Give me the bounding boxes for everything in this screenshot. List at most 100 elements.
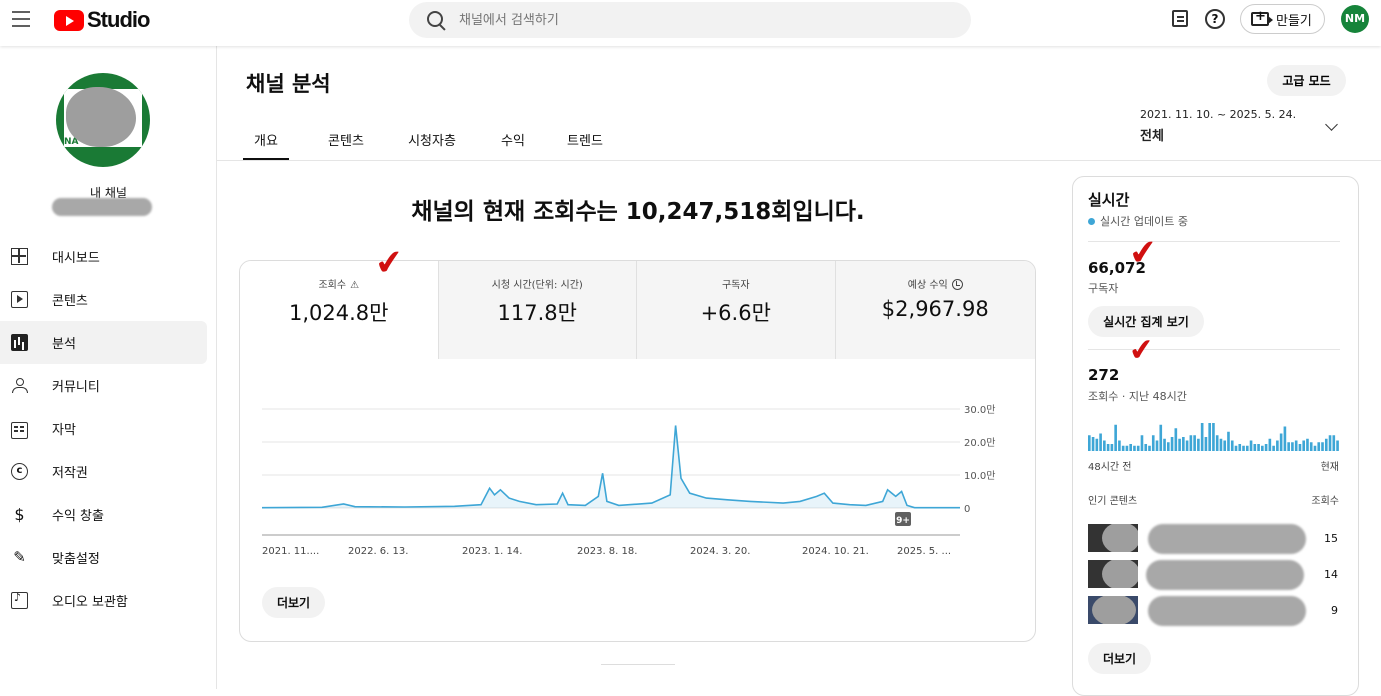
customization-icon: ✎: [13, 548, 26, 566]
realtime-bar: [1309, 442, 1313, 451]
realtime-bar: [1155, 440, 1159, 451]
sidebar: NA 내 채널 대시보드 콘텐츠 분석 커뮤니티 자막 c 저작권 $: [0, 46, 217, 689]
tab-trends[interactable]: 트렌드: [567, 134, 603, 149]
sidebar-item-label: 수익 창출: [52, 509, 104, 524]
chart-more-button[interactable]: 더보기: [262, 587, 325, 618]
realtime-views: 272: [1088, 366, 1120, 384]
sidebar-item-audio-library[interactable]: 오디오 보관함: [0, 579, 207, 622]
y-tick-label: 10.0만: [964, 470, 995, 482]
realtime-title: 실시간: [1088, 191, 1130, 209]
popular-content-row[interactable]: 14: [1088, 560, 1340, 590]
realtime-bar: [1185, 440, 1189, 451]
sidebar-item-analytics[interactable]: 분석: [0, 321, 207, 364]
tab-revenue[interactable]: 수익: [501, 134, 525, 149]
realtime-bar: [1302, 440, 1306, 451]
create-button[interactable]: 만들기: [1240, 4, 1325, 34]
popular-content-row[interactable]: 9: [1088, 596, 1340, 626]
realtime-bar: [1148, 445, 1151, 451]
account-avatar[interactable]: NM: [1341, 5, 1369, 33]
tabs-divider: [217, 160, 1381, 161]
x-tick-label: 2024. 3. 20.: [690, 546, 750, 557]
popular-views-label: 조회수: [1311, 496, 1339, 507]
advanced-mode-button[interactable]: 고급 모드: [1267, 65, 1346, 96]
overview-chart-card: 조회수 ⚠ 1,024.8만 시청 시간(단위: 시간) 117.8만 구독자 +…: [239, 260, 1036, 642]
realtime-bar: [1136, 445, 1140, 451]
scroll-indicator: [601, 664, 675, 665]
realtime-bar: [1219, 438, 1223, 451]
sidebar-item-label: 분석: [52, 337, 76, 352]
realtime-bar: [1294, 440, 1298, 451]
realtime-bar: [1208, 423, 1211, 451]
realtime-more-button[interactable]: 더보기: [1088, 643, 1151, 674]
menu-icon[interactable]: [12, 11, 30, 27]
metric-value: $2,967.98: [881, 297, 989, 321]
metric-label: 예상 수익: [907, 280, 948, 291]
sidebar-item-copyright[interactable]: c 저작권: [0, 450, 207, 493]
realtime-bar: [1215, 435, 1219, 451]
video-thumbnail: [1088, 596, 1138, 624]
divider: [1088, 241, 1340, 242]
main-content: 채널 분석 고급 모드 개요 콘텐츠 시청자층 수익 트렌드 2021. 11.…: [217, 46, 1381, 696]
tab-overview[interactable]: 개요: [243, 118, 289, 160]
realtime-bar: [1110, 444, 1114, 451]
dashboard-icon: [11, 248, 28, 265]
help-icon[interactable]: ?: [1205, 9, 1225, 29]
search-icon[interactable]: [415, 2, 455, 38]
realtime-bar: [1118, 440, 1121, 451]
realtime-bar: [1245, 445, 1249, 451]
sidebar-item-content[interactable]: 콘텐츠: [0, 278, 207, 321]
date-range-picker[interactable]: 2021. 11. 10. ~ 2025. 5. 24. 전체: [1140, 108, 1296, 144]
video-title-redacted: [1148, 596, 1306, 626]
realtime-bar: [1151, 435, 1155, 451]
x-tick-label: 2024. 10. 21.: [802, 546, 869, 557]
realtime-bar: [1336, 440, 1339, 451]
chevron-down-icon[interactable]: [1325, 118, 1338, 131]
community-icon: [11, 377, 28, 394]
realtime-bar: [1313, 445, 1317, 451]
realtime-bar: [1287, 442, 1290, 451]
realtime-bar: [1332, 435, 1336, 451]
top-bar: Studio ? 만들기 NM: [0, 0, 1381, 46]
red-checkmark-annotation: ✔: [372, 241, 406, 285]
x-tick-label: 2023. 1. 14.: [462, 546, 522, 557]
sidebar-item-customization[interactable]: ✎ 맞춤설정: [0, 536, 207, 579]
channel-avatar[interactable]: NA: [56, 73, 150, 167]
search-bar: [409, 2, 971, 38]
channel-avatar-letters: NA: [64, 137, 79, 147]
sidebar-item-dashboard[interactable]: 대시보드: [0, 235, 207, 278]
metric-watch-time[interactable]: 시청 시간(단위: 시간) 117.8만: [438, 261, 637, 359]
realtime-bar: [1321, 442, 1324, 451]
youtube-play-icon: [54, 9, 84, 31]
feedback-icon[interactable]: [1172, 10, 1188, 27]
realtime-bar: [1324, 438, 1328, 451]
sidebar-item-label: 맞춤설정: [52, 552, 100, 567]
sidebar-item-label: 오디오 보관함: [52, 595, 128, 610]
video-thumbnail: [1088, 524, 1138, 552]
metric-subscribers[interactable]: 구독자 +6.6만: [637, 261, 836, 359]
realtime-bar: [1238, 444, 1242, 451]
sidebar-item-community[interactable]: 커뮤니티: [0, 364, 207, 407]
realtime-bar: [1189, 435, 1193, 451]
sidebar-item-label: 커뮤니티: [52, 380, 100, 395]
metric-views[interactable]: 조회수 ⚠ 1,024.8만: [240, 261, 439, 359]
search-input[interactable]: [459, 12, 939, 28]
studio-logo[interactable]: Studio: [54, 7, 150, 33]
tab-content[interactable]: 콘텐츠: [328, 134, 364, 149]
realtime-bar: [1204, 437, 1208, 451]
sidebar-item-subtitles[interactable]: 자막: [0, 407, 207, 450]
video-view-count: 15: [1324, 532, 1338, 545]
realtime-bar: [1129, 444, 1132, 451]
warning-icon: ⚠: [350, 280, 360, 291]
metric-label: 구독자: [721, 280, 750, 291]
view-realtime-button[interactable]: 실시간 집계 보기: [1088, 306, 1204, 337]
period-label: 전체: [1140, 129, 1164, 144]
metric-estimated-revenue[interactable]: 예상 수익 $2,967.98: [835, 261, 1035, 359]
x-tick-label: 2023. 8. 18.: [577, 546, 637, 557]
tab-audience[interactable]: 시청자층: [408, 134, 456, 149]
realtime-bar: [1261, 445, 1264, 451]
popular-content-row[interactable]: 15: [1088, 524, 1340, 554]
realtime-bar: [1279, 433, 1283, 451]
video-thumbnail: [1088, 560, 1138, 588]
realtime-bar-chart: [1088, 423, 1339, 451]
sidebar-item-monetization[interactable]: $ 수익 창출: [0, 493, 207, 536]
